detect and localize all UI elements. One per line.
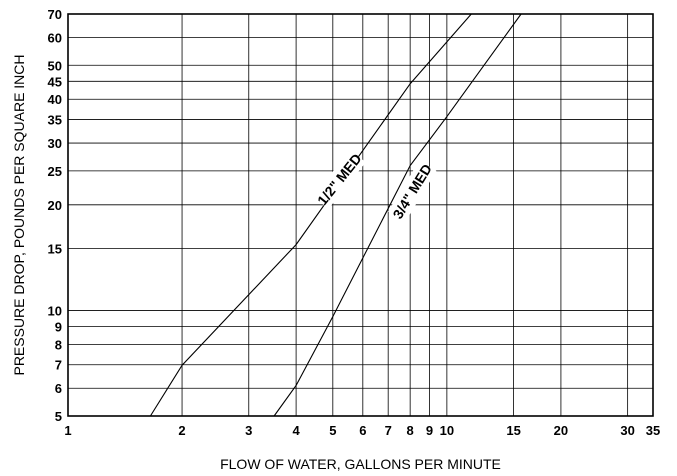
y-tick-label: 45 xyxy=(48,74,62,89)
x-tick-label: 7 xyxy=(385,423,392,438)
x-tick-label: 6 xyxy=(359,423,366,438)
y-tick-label: 70 xyxy=(48,7,62,22)
grid xyxy=(67,13,654,417)
y-tick-label: 7 xyxy=(55,358,62,373)
x-tick-label: 1 xyxy=(64,423,71,438)
x-axis-title: FLOW OF WATER, GALLONS PER MINUTE xyxy=(220,456,501,472)
x-tick-label: 5 xyxy=(329,423,336,438)
series-line xyxy=(149,13,472,417)
y-tick-label: 60 xyxy=(48,30,62,45)
y-tick-label: 25 xyxy=(48,164,62,179)
x-tick-label: 30 xyxy=(620,423,634,438)
x-tick-label: 9 xyxy=(426,423,433,438)
y-tick-label: 40 xyxy=(48,92,62,107)
x-tick-labels: 1 2 3 4 5 6 7 8 9 10 15 20 30 35 xyxy=(64,423,660,438)
x-tick-label: 20 xyxy=(554,423,568,438)
x-tick-label: 10 xyxy=(440,423,454,438)
x-tick-label: 15 xyxy=(506,423,520,438)
plot-frame xyxy=(67,13,654,417)
y-axis-title: PRESSURE DROP, POUNDS PER SQUARE INCH xyxy=(11,54,27,375)
x-tick-label: 3 xyxy=(245,423,252,438)
y-tick-label: 8 xyxy=(55,337,62,352)
series-label: 1/2" MED xyxy=(312,149,366,210)
y-tick-label: 35 xyxy=(48,113,62,128)
series-label-text: 1/2" MED xyxy=(314,151,365,209)
y-tick-label: 30 xyxy=(48,136,62,151)
x-tick-label: 2 xyxy=(178,423,185,438)
y-tick-label: 15 xyxy=(48,242,62,257)
y-tick-label: 5 xyxy=(55,409,62,424)
x-tick-label: 8 xyxy=(407,423,414,438)
series-label-background xyxy=(387,160,437,223)
series-label-background xyxy=(312,149,366,210)
y-tick-label: 50 xyxy=(48,58,62,73)
x-tick-label: 35 xyxy=(646,423,660,438)
x-tick-label: 4 xyxy=(292,423,300,438)
y-tick-label: 20 xyxy=(48,198,62,213)
y-tick-label: 6 xyxy=(55,381,62,396)
y-tick-label: 9 xyxy=(55,319,62,334)
series-line xyxy=(273,13,522,417)
series-label-text: 3/4" MED xyxy=(389,161,435,221)
series: 1/2" MED 3/4" MED xyxy=(149,13,522,417)
y-tick-label: 10 xyxy=(48,303,62,318)
